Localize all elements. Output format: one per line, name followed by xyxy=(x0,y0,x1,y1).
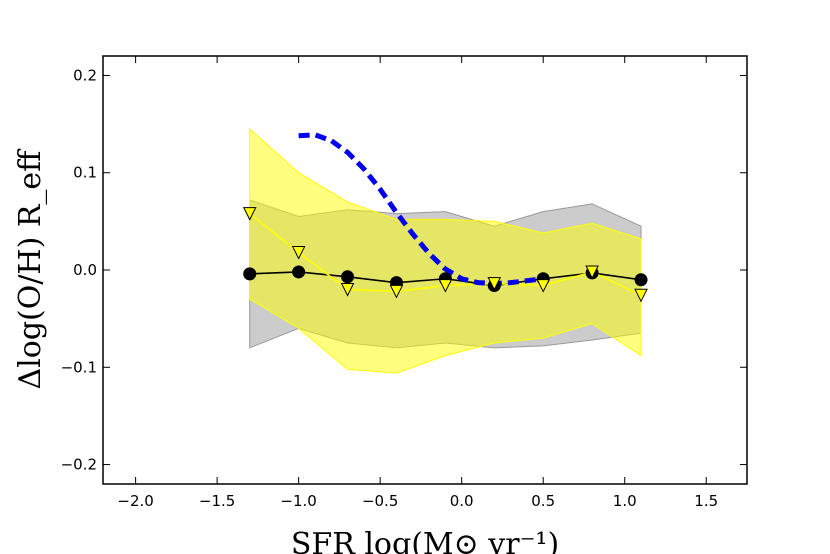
bands-layer xyxy=(249,127,642,374)
y-tick-label-1: −0.1 xyxy=(61,358,97,376)
marker-triangle-3-8 xyxy=(634,288,648,303)
marker-circle-2-2 xyxy=(341,270,355,284)
x-tick-label-5: 0.5 xyxy=(531,492,555,510)
x-tick-label-3: −0.5 xyxy=(362,492,398,510)
marker-triangle-3-2 xyxy=(340,282,355,297)
y-axis-label: Δlog(O/H) R_eff xyxy=(13,148,48,390)
band-1 xyxy=(249,127,642,374)
x-tick-label-4: 0.0 xyxy=(450,492,474,510)
x-tick-label-0: −2.0 xyxy=(117,492,153,510)
marker-triangle-3-3 xyxy=(389,284,404,299)
marker-circle-2-1 xyxy=(292,265,306,279)
marker-circle-2-8 xyxy=(634,273,648,287)
ticks-layer xyxy=(103,56,747,484)
marker-triangle-3-5 xyxy=(487,277,502,291)
series-dashed-4 xyxy=(298,132,544,287)
marker-triangle-3-0 xyxy=(242,207,257,221)
y-tick-label-3: 0.1 xyxy=(73,164,97,182)
x-tick-label-1: −1.5 xyxy=(199,492,235,510)
y-tick-label-4: 0.2 xyxy=(73,66,97,84)
tick-labels-layer: −2.0 −1.5 −1.0 −0.5 0.0 0.5 1.0 1.5 −0.2 −0.1 0.0 0… xyxy=(61,66,719,510)
y-tick-label-0: −0.2 xyxy=(61,456,97,474)
marker-triangle-3-1 xyxy=(291,245,306,260)
y-tick-label-2: 0.0 xyxy=(73,261,97,279)
markers-layer xyxy=(242,207,648,303)
marker-circle-2-0 xyxy=(243,267,257,281)
marker-triangle-3-6 xyxy=(536,279,551,293)
marker-triangle-3-4 xyxy=(438,279,453,293)
x-tick-label-2: −1.0 xyxy=(280,492,316,510)
x-tick-label-6: 1.0 xyxy=(613,492,637,510)
marker-triangle-3-7 xyxy=(585,265,599,280)
x-tick-label-7: 1.5 xyxy=(694,492,718,510)
x-axis-label: SFR log(M⊙ yr⁻¹) xyxy=(291,527,559,554)
